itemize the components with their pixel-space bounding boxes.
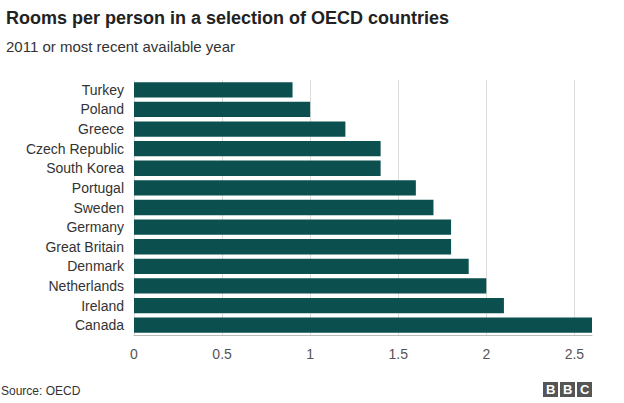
svg-text:C: C [580, 382, 590, 397]
svg-text:Portugal: Portugal [72, 180, 124, 196]
svg-text:Sweden: Sweden [73, 200, 124, 216]
svg-text:Poland: Poland [80, 101, 124, 117]
svg-text:Canada: Canada [75, 317, 124, 333]
svg-text:Ireland: Ireland [81, 298, 124, 314]
svg-text:Turkey: Turkey [82, 82, 124, 98]
svg-text:Netherlands: Netherlands [49, 278, 125, 294]
svg-text:2.5: 2.5 [565, 346, 585, 362]
svg-text:Denmark: Denmark [67, 258, 125, 274]
svg-text:Source: OECD: Source: OECD [1, 384, 81, 398]
svg-text:1.5: 1.5 [388, 346, 408, 362]
svg-text:1: 1 [306, 346, 314, 362]
svg-text:Greece: Greece [78, 121, 124, 137]
svg-text:2011 or most recent available: 2011 or most recent available year [6, 38, 235, 55]
svg-text:Czech Republic: Czech Republic [26, 141, 124, 157]
svg-text:B: B [546, 382, 555, 397]
svg-text:Rooms per person in a selectio: Rooms per person in a selection of OECD … [6, 8, 449, 28]
svg-text:B: B [563, 382, 572, 397]
svg-text:Germany: Germany [66, 219, 124, 235]
svg-text:South Korea: South Korea [46, 160, 124, 176]
svg-text:Great Britain: Great Britain [45, 239, 124, 255]
svg-text:0.5: 0.5 [212, 346, 232, 362]
svg-text:2: 2 [482, 346, 490, 362]
svg-text:0: 0 [130, 346, 138, 362]
